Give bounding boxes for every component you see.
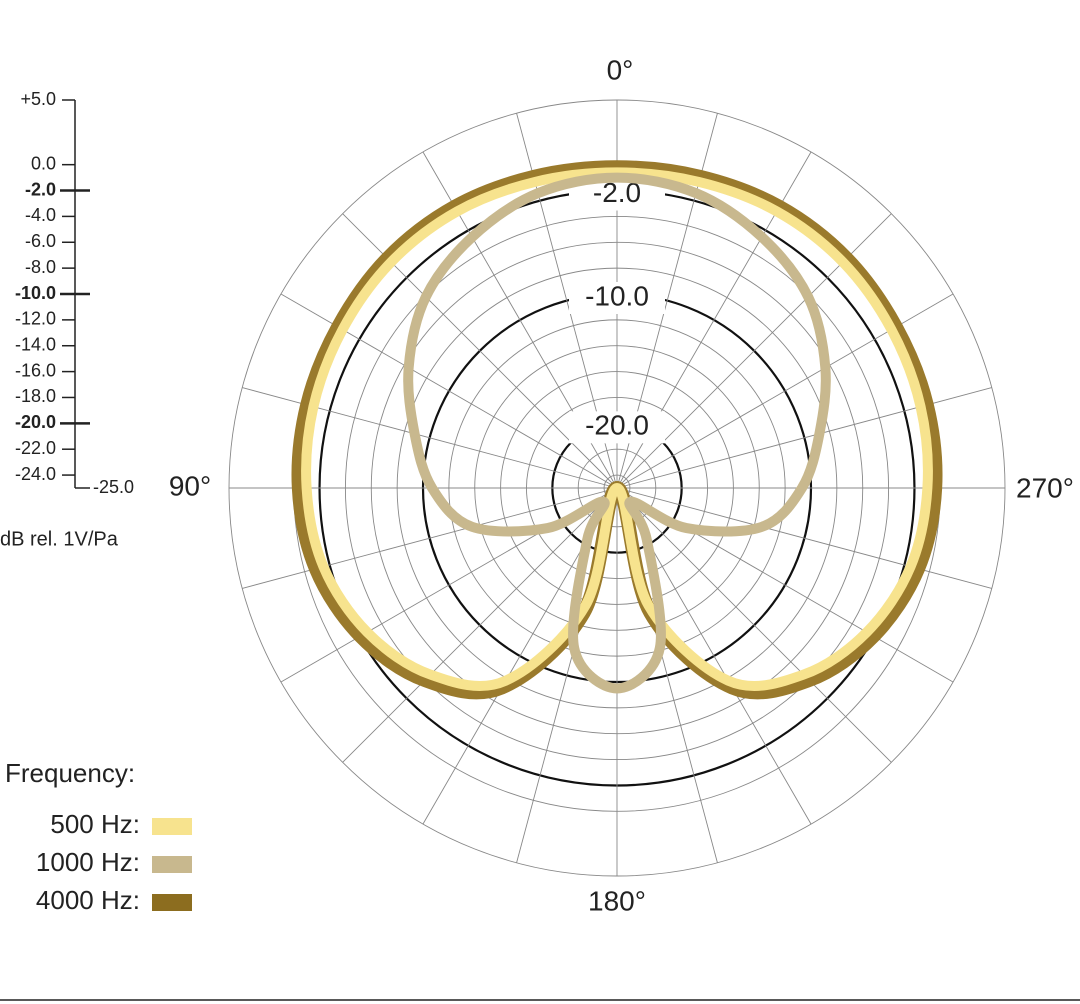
ring-label-bg	[569, 282, 665, 314]
angle-label: 180°	[588, 885, 646, 916]
spoke-grid	[342, 487, 618, 763]
scale-tick-label: +5.0	[20, 89, 56, 109]
spoke-grid	[242, 487, 618, 589]
scale-tick-label: -22.0	[15, 438, 56, 458]
spoke-grid	[616, 487, 892, 763]
legend-title: Frequency:	[5, 758, 135, 788]
legend-label: 1000 Hz:	[36, 847, 140, 877]
legend-label: 4000 Hz:	[36, 885, 140, 915]
scale-tick-label: -25.0	[93, 477, 134, 497]
scale-tick-label: -14.0	[15, 334, 56, 354]
scale-tick-label: -6.0	[25, 231, 56, 251]
scale-tick-label: -8.0	[25, 257, 56, 277]
ring-label: -10.0	[585, 280, 649, 311]
scale-tick-label: 0.0	[31, 153, 56, 173]
scale-tick-label: -18.0	[15, 386, 56, 406]
legend-swatch	[152, 894, 192, 911]
axis-label: dB rel. 1V/Pa	[0, 528, 119, 550]
scale-tick-label: -10.0	[15, 283, 56, 303]
scale-tick-label: -2.0	[25, 179, 56, 199]
ring-label: -20.0	[585, 410, 649, 441]
angle-label: 90°	[169, 470, 211, 501]
scale-tick-label: -20.0	[15, 412, 56, 432]
scale-tick-label: -4.0	[25, 205, 56, 225]
scale-tick-label: -16.0	[15, 360, 56, 380]
pattern-curve	[301, 167, 933, 691]
legend-swatch	[152, 856, 192, 873]
spoke-grid	[616, 487, 992, 589]
legend-swatch	[152, 818, 192, 835]
spoke-grid	[616, 293, 954, 489]
spoke-grid	[280, 293, 618, 489]
pattern-curve	[403, 172, 831, 694]
angle-label: 270°	[1016, 472, 1074, 503]
ring-label-bg	[569, 411, 665, 444]
angle-label: 0°	[607, 54, 634, 85]
legend-label: 500 Hz:	[50, 809, 140, 839]
scale-tick-label: -24.0	[15, 464, 56, 484]
scale-tick-label: -12.0	[15, 309, 56, 329]
